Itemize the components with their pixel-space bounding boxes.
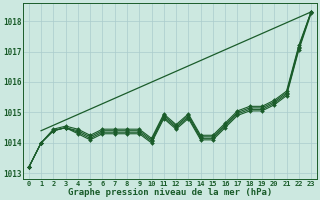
X-axis label: Graphe pression niveau de la mer (hPa): Graphe pression niveau de la mer (hPa) — [68, 188, 272, 197]
